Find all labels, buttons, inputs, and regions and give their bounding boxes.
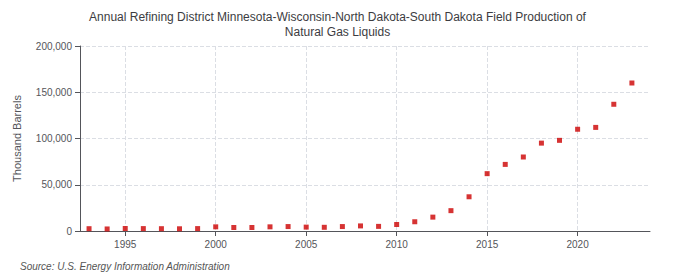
svg-text:Annual Refining District Minne: Annual Refining District Minnesota-Wisco… [89,10,587,24]
svg-text:100,000: 100,000 [36,133,73,144]
svg-text:150,000: 150,000 [36,87,73,98]
svg-text:Thousand Barrels: Thousand Barrels [11,95,23,182]
svg-text:0: 0 [66,226,72,237]
svg-text:2000: 2000 [205,239,228,250]
svg-text:1995: 1995 [114,239,137,250]
svg-text:2020: 2020 [566,239,589,250]
svg-text:200,000: 200,000 [36,41,73,52]
svg-text:2005: 2005 [295,239,318,250]
svg-text:Natural Gas Liquids: Natural Gas Liquids [285,25,390,39]
svg-text:2010: 2010 [386,239,409,250]
svg-text:2015: 2015 [476,239,499,250]
svg-text:Source: U.S. Energy Informatio: Source: U.S. Energy Information Administ… [20,261,230,272]
svg-text:50,000: 50,000 [41,179,72,190]
